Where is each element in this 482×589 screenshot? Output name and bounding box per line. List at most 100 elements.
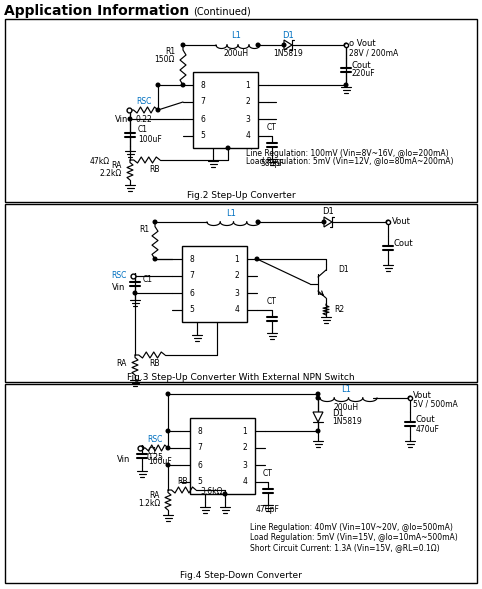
Text: D1: D1 [332, 409, 344, 418]
Text: 470pF: 470pF [256, 505, 280, 515]
Text: RB: RB [150, 359, 160, 369]
Text: 6: 6 [198, 461, 202, 469]
Text: 100uF: 100uF [148, 458, 172, 466]
Text: 580pF: 580pF [260, 160, 284, 168]
Circle shape [166, 429, 170, 433]
Text: 470uF: 470uF [416, 425, 440, 435]
Text: Vin: Vin [115, 115, 129, 124]
Text: 3: 3 [245, 114, 251, 124]
Text: Load Regulation: 5mV (Vin=15V, @Io=10mA~500mA): Load Regulation: 5mV (Vin=15V, @Io=10mA~… [250, 534, 458, 542]
Text: 2: 2 [246, 98, 250, 107]
Text: 1N5819: 1N5819 [273, 49, 303, 58]
Text: 4: 4 [242, 478, 247, 487]
Text: R2: R2 [334, 305, 344, 314]
Text: C1: C1 [148, 448, 158, 456]
Text: 6: 6 [189, 289, 194, 297]
Text: Line Regulation: 100mV (Vin=8V~16V, @Io=200mA): Line Regulation: 100mV (Vin=8V~16V, @Io=… [246, 148, 449, 157]
Text: 220uF: 220uF [352, 70, 375, 78]
Text: 100uF: 100uF [138, 135, 162, 144]
Text: 1N5819: 1N5819 [332, 418, 362, 426]
Text: RA: RA [112, 160, 122, 170]
Polygon shape [284, 40, 292, 50]
Circle shape [226, 146, 230, 150]
Text: 8: 8 [201, 81, 205, 90]
Text: D1: D1 [338, 266, 348, 274]
Circle shape [316, 396, 320, 400]
Text: RSC: RSC [136, 97, 152, 105]
Text: 3: 3 [242, 461, 247, 469]
Bar [5, 384, 477, 583]
Text: C1: C1 [143, 276, 153, 284]
Circle shape [255, 257, 259, 261]
Text: CT: CT [267, 297, 277, 306]
Text: 8: 8 [189, 254, 194, 263]
Text: L1: L1 [342, 385, 351, 393]
Circle shape [156, 108, 160, 112]
Text: 4: 4 [245, 131, 251, 141]
Circle shape [128, 117, 132, 121]
Text: 2: 2 [235, 272, 240, 280]
Polygon shape [313, 412, 323, 422]
Polygon shape [324, 217, 332, 227]
Text: Vin: Vin [117, 455, 131, 465]
Text: 1.2kΩ: 1.2kΩ [138, 499, 160, 508]
Bar [190, 418, 255, 494]
Circle shape [344, 83, 348, 87]
Circle shape [282, 43, 286, 47]
Text: Fig.2 Step-Up Converter: Fig.2 Step-Up Converter [187, 191, 295, 200]
Bar [193, 72, 258, 148]
Text: 200uH: 200uH [224, 49, 249, 58]
Circle shape [153, 220, 157, 224]
Circle shape [140, 446, 144, 450]
Text: Vin: Vin [112, 283, 126, 293]
Circle shape [166, 463, 170, 467]
Circle shape [322, 220, 326, 224]
Bar [5, 204, 477, 382]
Circle shape [133, 291, 137, 295]
Text: RSC: RSC [147, 435, 163, 444]
Text: D1: D1 [322, 207, 334, 217]
Text: Cout: Cout [416, 415, 436, 425]
Text: 47kΩ: 47kΩ [90, 157, 110, 167]
Circle shape [181, 43, 185, 47]
Circle shape [316, 429, 320, 433]
Circle shape [344, 43, 348, 47]
Text: 0.25: 0.25 [147, 452, 163, 462]
Text: Vout: Vout [413, 391, 432, 399]
Text: CT: CT [263, 469, 273, 478]
Circle shape [256, 220, 260, 224]
Text: 150Ω: 150Ω [155, 55, 175, 64]
Text: Short Circuit Current: 1.3A (Vin=15V, @RL=0.1Ω): Short Circuit Current: 1.3A (Vin=15V, @R… [250, 544, 440, 552]
Text: RB: RB [150, 164, 160, 174]
Text: 2: 2 [242, 444, 247, 452]
Text: o Vout: o Vout [349, 39, 375, 48]
Circle shape [181, 83, 185, 87]
Text: Line Regulation: 40mV (Vin=10V~20V, @Io=500mA): Line Regulation: 40mV (Vin=10V~20V, @Io=… [250, 524, 453, 532]
Text: 1: 1 [242, 426, 247, 435]
Text: Cout: Cout [352, 61, 372, 70]
Text: Fig.3 Step-Up Converter With External NPN Switch: Fig.3 Step-Up Converter With External NP… [127, 372, 355, 382]
Circle shape [408, 396, 412, 400]
Text: L1: L1 [227, 209, 237, 217]
Text: R1: R1 [165, 47, 175, 55]
Text: 0.22: 0.22 [135, 114, 152, 124]
Text: 5: 5 [201, 131, 205, 141]
Circle shape [386, 220, 390, 224]
Circle shape [316, 392, 320, 396]
Circle shape [223, 492, 227, 496]
Circle shape [166, 446, 170, 450]
Text: Cout: Cout [394, 240, 414, 249]
Text: 1: 1 [246, 81, 250, 90]
Text: 2.2kΩ: 2.2kΩ [100, 168, 122, 177]
Text: Application Information: Application Information [4, 4, 189, 18]
Text: 3.6kΩ: 3.6kΩ [200, 488, 223, 497]
Text: L1: L1 [231, 31, 241, 41]
Circle shape [166, 392, 170, 396]
Text: 200uH: 200uH [334, 402, 359, 412]
Text: Load Regulation: 5mV (Vin=12V, @Io=80mA~200mA): Load Regulation: 5mV (Vin=12V, @Io=80mA~… [246, 157, 454, 167]
Text: RB: RB [177, 477, 187, 485]
Circle shape [256, 43, 260, 47]
Text: 5V / 500mA: 5V / 500mA [413, 399, 458, 409]
Text: Vout: Vout [392, 217, 411, 227]
Text: 7: 7 [198, 444, 202, 452]
